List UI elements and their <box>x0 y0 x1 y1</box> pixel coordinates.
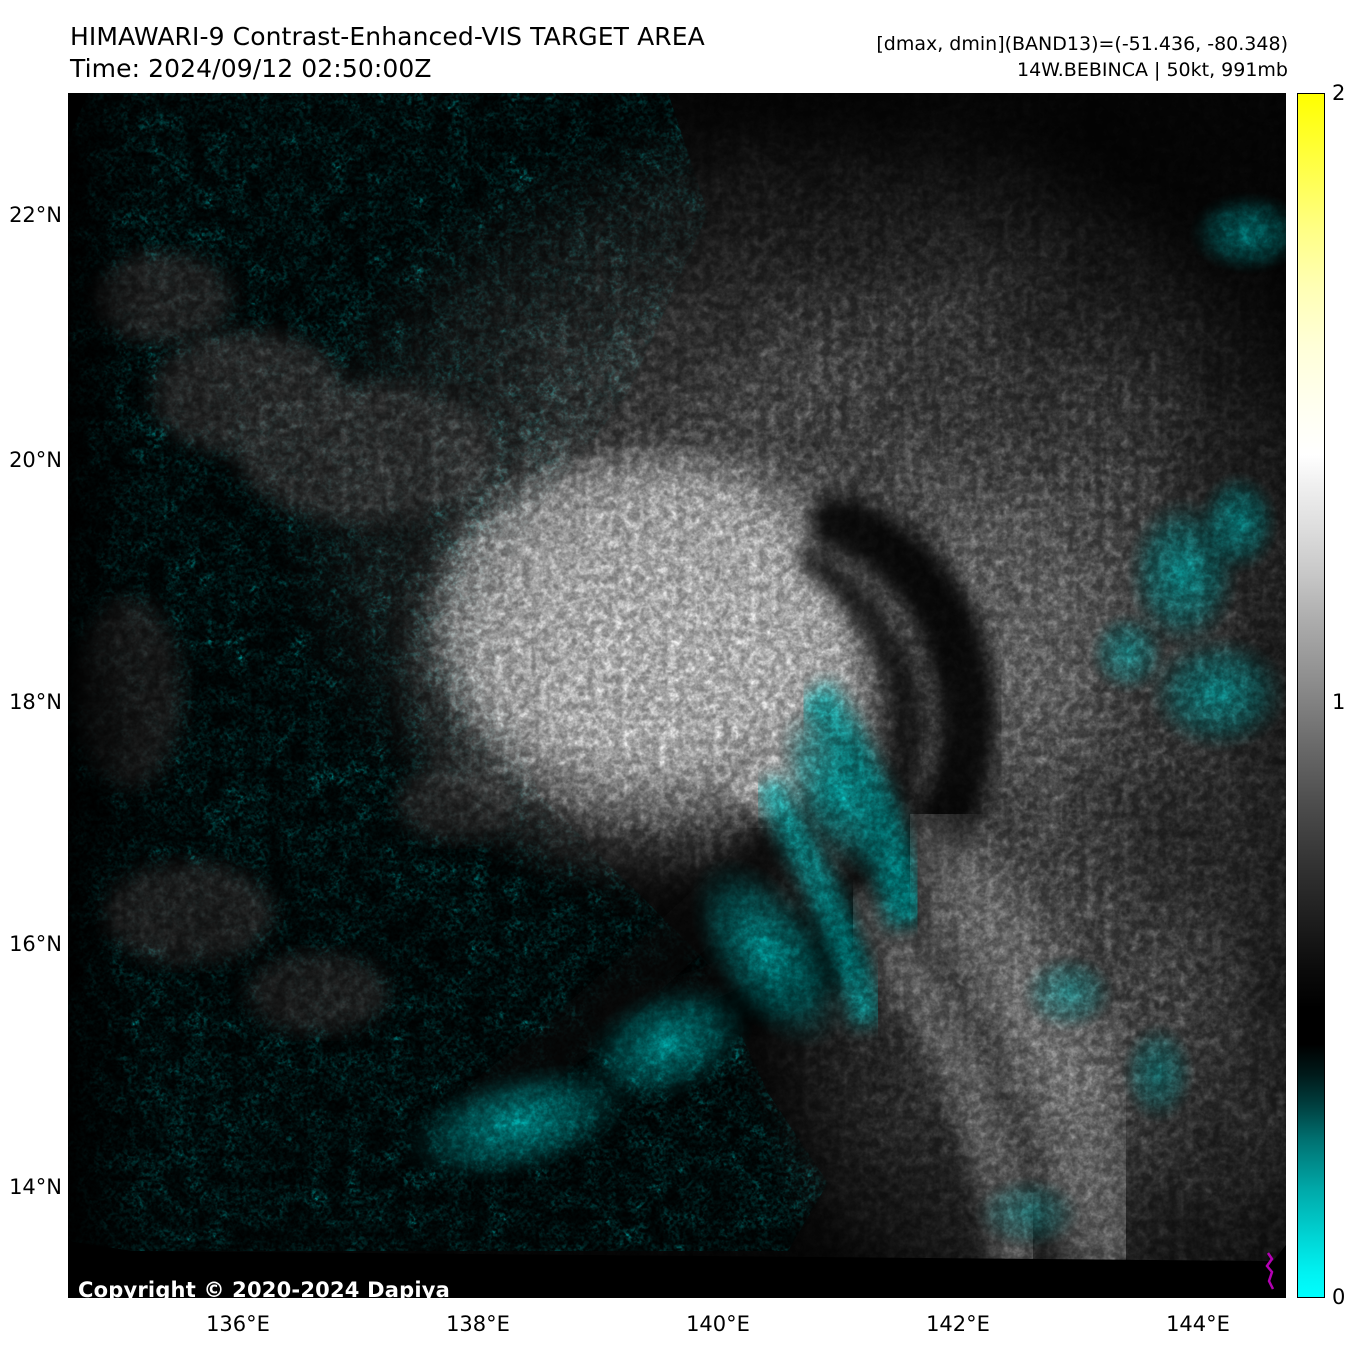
y-axis-tick-18n: 18°N <box>9 690 62 714</box>
coastline-overlay <box>1265 1252 1275 1290</box>
x-axis-tick-136e: 136°E <box>206 1312 270 1336</box>
copyright-label: Copyright © 2020-2024 Dapiya <box>78 1278 450 1302</box>
y-axis-tick-14n: 14°N <box>9 1175 62 1199</box>
x-axis-tick-142e: 142°E <box>926 1312 990 1336</box>
timestamp-label: Time: 2024/09/12 02:50:00Z <box>70 54 432 83</box>
swath-bottom-mask <box>68 1243 1286 1298</box>
satellite-raster <box>68 93 1286 1298</box>
swath-group <box>68 93 1286 1261</box>
swath-corner-mask <box>68 93 88 141</box>
colorbar-tick-min: 0 <box>1332 1285 1346 1309</box>
x-axis-tick-138e: 138°E <box>446 1312 510 1336</box>
page-title: HIMAWARI-9 Contrast-Enhanced-VIS TARGET … <box>70 22 705 51</box>
satellite-image-plot[interactable] <box>68 93 1286 1298</box>
y-axis-tick-16n: 16°N <box>9 932 62 956</box>
storm-info-label: 14W.BEBINCA | 50kt, 991mb <box>1016 59 1288 81</box>
y-axis-tick-22n: 22°N <box>9 203 62 227</box>
colorbar-tick-max: 2 <box>1332 81 1346 105</box>
colorbar-tick-mid: 1 <box>1332 690 1346 714</box>
colorbar[interactable] <box>1297 93 1325 1298</box>
y-axis-tick-20n: 20°N <box>9 448 62 472</box>
x-axis-tick-140e: 140°E <box>686 1312 750 1336</box>
band-range-label: [dmax, dmin](BAND13)=(-51.436, -80.348) <box>876 33 1288 55</box>
x-axis-tick-144e: 144°E <box>1166 1312 1230 1336</box>
